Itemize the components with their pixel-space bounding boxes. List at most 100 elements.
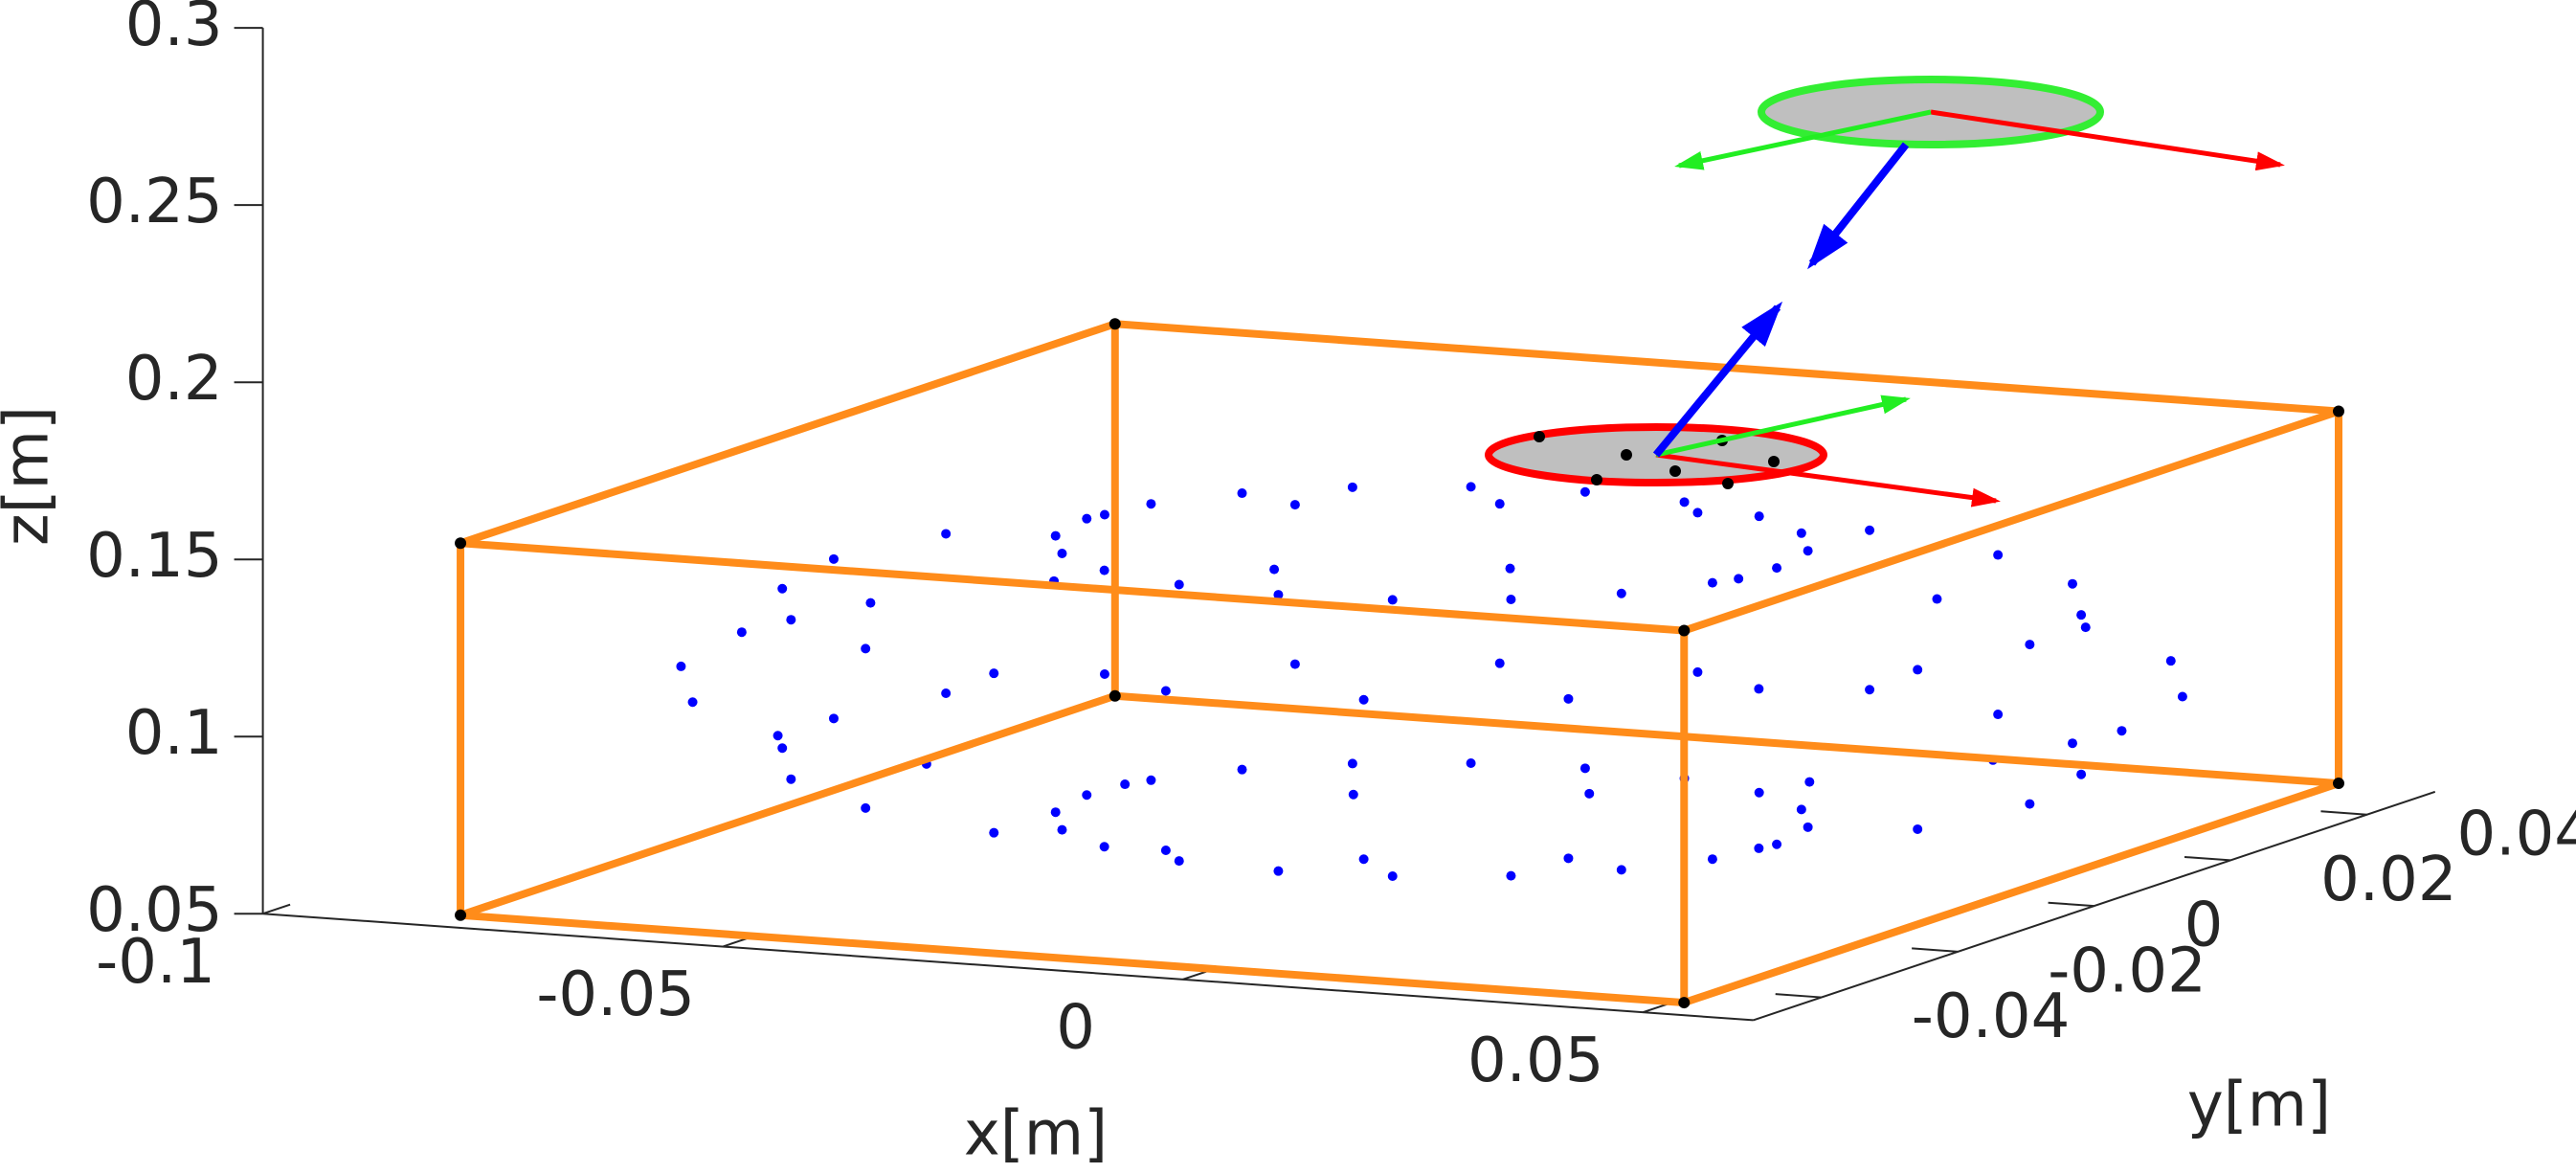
point — [1913, 823, 1923, 834]
point — [941, 529, 952, 539]
x-tick-label: -0.05 — [536, 959, 695, 1030]
box-corner — [1109, 689, 1121, 702]
z-axis-title: z[m] — [0, 406, 63, 546]
point — [1358, 854, 1369, 865]
x-tick-label: 0.05 — [1467, 1026, 1604, 1096]
z-axis-arrow — [1652, 301, 1783, 458]
point — [1160, 845, 1171, 855]
point — [1146, 775, 1156, 785]
point — [1563, 693, 1574, 704]
point — [1804, 777, 1815, 787]
point — [786, 615, 796, 625]
z-tick-label: 0.2 — [125, 344, 223, 415]
point — [1466, 482, 1476, 492]
point — [1772, 839, 1782, 849]
point — [687, 697, 698, 708]
point — [2117, 726, 2127, 736]
point — [1993, 550, 2004, 560]
box-edge — [457, 320, 1119, 548]
point — [1057, 549, 1067, 559]
box-edge — [1680, 779, 2343, 1007]
y-tick-label: 0.04 — [2457, 799, 2576, 869]
point — [2025, 640, 2035, 650]
point — [1347, 758, 1357, 769]
y-axis-arrow — [1674, 109, 1932, 170]
y-tick — [1912, 947, 1959, 953]
x-tick — [262, 903, 291, 915]
point — [1050, 807, 1061, 818]
point — [2068, 738, 2078, 749]
point — [786, 774, 796, 784]
point — [1707, 577, 1717, 588]
point — [2177, 691, 2187, 702]
box-edge — [1110, 691, 2343, 788]
point — [1146, 499, 1156, 509]
point — [1289, 659, 1300, 669]
point — [1237, 764, 1247, 775]
y-tick — [2048, 901, 2094, 908]
point — [1269, 564, 1280, 575]
point — [1358, 694, 1369, 705]
point — [1273, 866, 1284, 876]
point — [1754, 843, 1764, 853]
point — [773, 731, 783, 741]
point — [2076, 610, 2087, 620]
point — [1563, 853, 1574, 864]
z-tick-label: 0.05 — [86, 875, 223, 946]
point — [1754, 511, 1764, 522]
x-tick-label: 0 — [1056, 992, 1095, 1063]
point — [1692, 666, 1703, 677]
box-corner — [2333, 405, 2345, 417]
axes: -0.1 -0.05 0 0.05-0.04-0.0200.020.040.050.1… — [86, 0, 2576, 1096]
z-axis-arrow — [1807, 142, 1910, 270]
box-corner — [455, 909, 467, 921]
y-axis-title: y[m] — [2187, 1071, 2331, 1141]
point — [1616, 588, 1626, 598]
point — [2076, 769, 2087, 779]
box-corner — [455, 537, 467, 550]
box-corner — [1678, 997, 1691, 1009]
point — [1099, 509, 1109, 520]
point — [1796, 804, 1806, 815]
y-tick — [2184, 856, 2231, 862]
point — [941, 688, 952, 698]
point — [676, 661, 686, 671]
point-cloud — [676, 482, 2187, 882]
point — [1348, 789, 1358, 800]
point — [1506, 594, 1516, 604]
x-axis-arrow — [1655, 452, 2001, 508]
point — [1993, 710, 2004, 720]
point — [861, 802, 871, 813]
point — [1174, 579, 1184, 590]
x-axis-title: x[m] — [964, 1099, 1108, 1170]
point — [1273, 590, 1284, 600]
y-tick — [1775, 993, 1822, 999]
point — [1803, 546, 1813, 556]
bounding-box — [455, 318, 2345, 1009]
point — [1584, 788, 1595, 799]
point — [1494, 658, 1505, 668]
z-tick-label: 0.25 — [86, 167, 223, 237]
point — [1057, 824, 1067, 835]
point — [1796, 528, 1806, 538]
point — [1082, 513, 1092, 524]
y-tick-label: -0.02 — [2048, 936, 2206, 1006]
point — [828, 553, 839, 564]
x-axis-arrow — [1930, 109, 2285, 171]
point — [1082, 790, 1092, 801]
point — [2025, 799, 2035, 809]
point — [1692, 508, 1703, 518]
point — [2080, 622, 2091, 633]
point — [1099, 668, 1109, 679]
box-edge — [457, 691, 1119, 919]
y-axis-arrow — [1655, 395, 1911, 458]
x-axis-line — [262, 913, 1754, 1022]
point — [1050, 530, 1061, 541]
y-tick-label: -0.04 — [1912, 981, 2071, 1052]
box-edge — [457, 539, 1689, 635]
box-corner — [2333, 778, 2345, 790]
point — [989, 827, 999, 838]
point — [1803, 822, 1813, 832]
point — [828, 713, 839, 724]
